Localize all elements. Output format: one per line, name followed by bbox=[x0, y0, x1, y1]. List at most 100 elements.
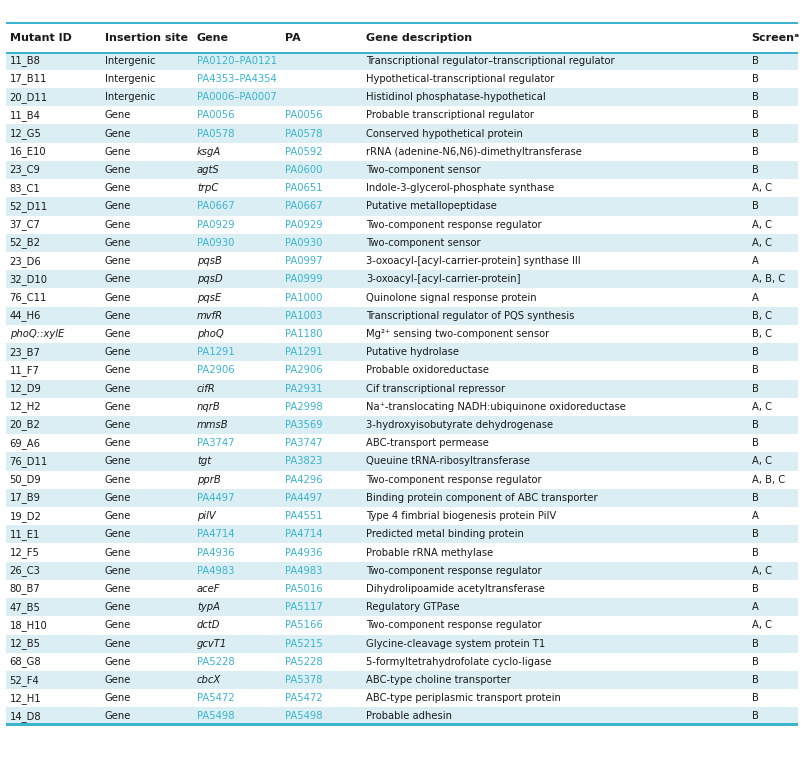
Text: rRNA (adenine-N6,N6)-dimethyltransferase: rRNA (adenine-N6,N6)-dimethyltransferase bbox=[365, 146, 581, 157]
Text: gcvT1: gcvT1 bbox=[197, 638, 227, 649]
Text: Gene: Gene bbox=[104, 402, 131, 412]
Text: 52_F4: 52_F4 bbox=[10, 675, 39, 685]
Text: Transcriptional regulator of PQS synthesis: Transcriptional regulator of PQS synthes… bbox=[365, 310, 573, 321]
Text: Gene: Gene bbox=[104, 183, 131, 194]
Text: 3-oxoacyl-[acyl-carrier-protein]: 3-oxoacyl-[acyl-carrier-protein] bbox=[365, 274, 520, 285]
Text: PA0578: PA0578 bbox=[197, 128, 234, 139]
Text: PA0997: PA0997 bbox=[285, 256, 323, 266]
Text: PA3747: PA3747 bbox=[197, 438, 234, 449]
Text: pqsD: pqsD bbox=[197, 274, 222, 285]
Text: A: A bbox=[751, 292, 758, 303]
Text: 76_C11: 76_C11 bbox=[10, 292, 47, 303]
Text: 19_D2: 19_D2 bbox=[10, 511, 42, 521]
Text: ABC-transport permease: ABC-transport permease bbox=[365, 438, 488, 449]
Text: 3-oxoacyl-[acyl-carrier-protein] synthase III: 3-oxoacyl-[acyl-carrier-protein] synthas… bbox=[365, 256, 580, 266]
Bar bbox=[6, 653, 797, 671]
Text: Probable rRNA methylase: Probable rRNA methylase bbox=[365, 547, 492, 558]
Text: Mutant ID: Mutant ID bbox=[10, 33, 71, 43]
Text: PA4983: PA4983 bbox=[197, 565, 234, 576]
Text: A, C: A, C bbox=[751, 456, 771, 467]
Text: Gene: Gene bbox=[104, 110, 131, 121]
Text: ABC-type choline transporter: ABC-type choline transporter bbox=[365, 675, 510, 685]
Text: Gene: Gene bbox=[104, 238, 131, 248]
Text: 11_B4: 11_B4 bbox=[10, 110, 40, 121]
Bar bbox=[6, 325, 797, 343]
Text: 17_B11: 17_B11 bbox=[10, 74, 47, 84]
Text: PA4497: PA4497 bbox=[197, 493, 234, 503]
Text: PA0929: PA0929 bbox=[285, 219, 323, 230]
Bar bbox=[6, 288, 797, 307]
Text: Binding protein component of ABC transporter: Binding protein component of ABC transpo… bbox=[365, 493, 597, 503]
Text: 23_D6: 23_D6 bbox=[10, 256, 41, 266]
Text: B: B bbox=[751, 493, 758, 503]
Text: mmsB: mmsB bbox=[197, 420, 228, 430]
Text: PA0056: PA0056 bbox=[197, 110, 234, 121]
Text: B: B bbox=[751, 383, 758, 394]
Text: Intergenic: Intergenic bbox=[104, 92, 155, 102]
Bar bbox=[6, 270, 797, 288]
Bar bbox=[6, 143, 797, 161]
Text: 23_C9: 23_C9 bbox=[10, 165, 40, 175]
Text: PA1000: PA1000 bbox=[285, 292, 322, 303]
Text: cifR: cifR bbox=[197, 383, 215, 394]
Text: 5-formyltetrahydrofolate cyclo-ligase: 5-formyltetrahydrofolate cyclo-ligase bbox=[365, 657, 551, 667]
Text: 11_F7: 11_F7 bbox=[10, 365, 39, 376]
Text: PA0120–PA0121: PA0120–PA0121 bbox=[197, 55, 277, 66]
Text: PA1003: PA1003 bbox=[285, 310, 322, 321]
Text: Gene: Gene bbox=[104, 675, 131, 685]
Text: A, B, C: A, B, C bbox=[751, 274, 784, 285]
Text: A: A bbox=[751, 511, 758, 521]
Text: Gene: Gene bbox=[104, 329, 131, 339]
Text: Gene: Gene bbox=[104, 529, 131, 540]
Bar bbox=[6, 22, 797, 24]
Bar bbox=[6, 361, 797, 380]
Text: pqsB: pqsB bbox=[197, 256, 222, 266]
Bar bbox=[6, 616, 797, 635]
Text: typA: typA bbox=[197, 602, 220, 613]
Text: trpC: trpC bbox=[197, 183, 218, 194]
Text: aceF: aceF bbox=[197, 584, 220, 594]
Text: PA4296: PA4296 bbox=[285, 474, 323, 485]
Text: Gene: Gene bbox=[104, 474, 131, 485]
Text: PA3569: PA3569 bbox=[285, 420, 323, 430]
Bar bbox=[6, 70, 797, 88]
Text: Gene: Gene bbox=[104, 620, 131, 631]
Text: B: B bbox=[751, 638, 758, 649]
Text: PA0930: PA0930 bbox=[285, 238, 322, 248]
Text: Cif transcriptional repressor: Cif transcriptional repressor bbox=[365, 383, 504, 394]
Bar bbox=[6, 52, 797, 54]
Text: 83_C1: 83_C1 bbox=[10, 183, 40, 194]
Text: B: B bbox=[751, 74, 758, 84]
Text: B: B bbox=[751, 110, 758, 121]
Text: B: B bbox=[751, 693, 758, 704]
Bar bbox=[6, 489, 797, 507]
Text: B: B bbox=[751, 146, 758, 157]
Text: Gene: Gene bbox=[104, 365, 131, 376]
Text: A, C: A, C bbox=[751, 620, 771, 631]
Text: Gene: Gene bbox=[104, 201, 131, 212]
Text: PA0578: PA0578 bbox=[285, 128, 323, 139]
Bar bbox=[6, 543, 797, 562]
Text: PA2931: PA2931 bbox=[285, 383, 323, 394]
Text: PA1180: PA1180 bbox=[285, 329, 323, 339]
Text: 37_C7: 37_C7 bbox=[10, 219, 40, 230]
Text: Conserved hypothetical protein: Conserved hypothetical protein bbox=[365, 128, 522, 139]
Text: Queuine tRNA-ribosyltransferase: Queuine tRNA-ribosyltransferase bbox=[365, 456, 529, 467]
Text: Regulatory GTPase: Regulatory GTPase bbox=[365, 602, 459, 613]
Text: PA3747: PA3747 bbox=[285, 438, 323, 449]
Text: Gene: Gene bbox=[104, 146, 131, 157]
Bar bbox=[6, 307, 797, 325]
Text: 12_H2: 12_H2 bbox=[10, 402, 41, 412]
Text: A: A bbox=[751, 602, 758, 613]
Text: A, C: A, C bbox=[751, 238, 771, 248]
Text: dctD: dctD bbox=[197, 620, 220, 631]
Text: PA0667: PA0667 bbox=[285, 201, 323, 212]
Text: Two-component response regulator: Two-component response regulator bbox=[365, 219, 540, 230]
Text: B: B bbox=[751, 201, 758, 212]
Text: Na⁺-translocating NADH:ubiquinone oxidoreductase: Na⁺-translocating NADH:ubiquinone oxidor… bbox=[365, 402, 625, 412]
Text: Gene: Gene bbox=[104, 383, 131, 394]
Text: ABC-type periplasmic transport protein: ABC-type periplasmic transport protein bbox=[365, 693, 560, 704]
Bar bbox=[6, 471, 797, 489]
Text: Mg²⁺ sensing two-component sensor: Mg²⁺ sensing two-component sensor bbox=[365, 329, 548, 339]
Text: B: B bbox=[751, 347, 758, 357]
